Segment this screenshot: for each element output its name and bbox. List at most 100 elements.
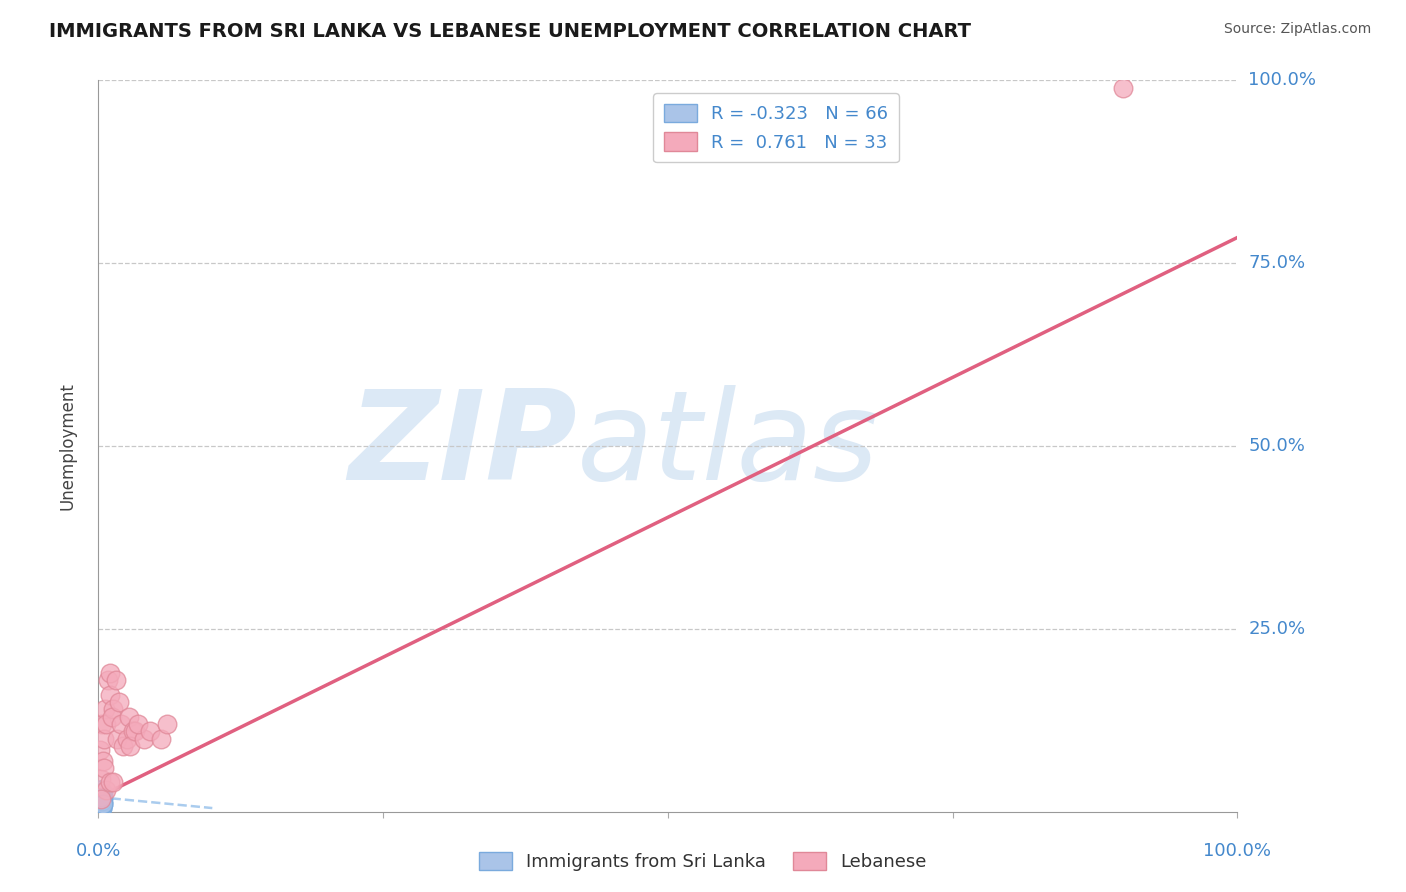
Point	[150, 731, 173, 746]
Legend: R = -0.323   N = 66, R =  0.761   N = 33: R = -0.323 N = 66, R = 0.761 N = 33	[654, 93, 898, 162]
Point	[90, 790, 112, 805]
Text: 100.0%: 100.0%	[1204, 842, 1271, 860]
Point	[89, 797, 111, 812]
Point	[96, 782, 118, 797]
Text: IMMIGRANTS FROM SRI LANKA VS LEBANESE UNEMPLOYMENT CORRELATION CHART: IMMIGRANTS FROM SRI LANKA VS LEBANESE UN…	[49, 22, 972, 41]
Point	[90, 790, 112, 805]
Point	[90, 790, 112, 805]
Point	[121, 724, 143, 739]
Point	[91, 790, 114, 805]
Point	[89, 794, 111, 808]
Point	[101, 709, 124, 723]
Point	[90, 790, 112, 805]
Point	[138, 724, 160, 739]
Point	[90, 794, 112, 808]
Point	[90, 790, 112, 805]
Point	[90, 797, 112, 812]
Point	[127, 717, 149, 731]
Point	[90, 794, 112, 808]
Point	[90, 794, 112, 808]
Point	[90, 787, 112, 801]
Point	[98, 775, 121, 789]
Text: 100.0%: 100.0%	[1249, 71, 1316, 89]
Point	[90, 787, 112, 801]
Point	[90, 794, 112, 808]
Point	[89, 801, 111, 815]
Point	[89, 790, 111, 805]
Legend: Immigrants from Sri Lanka, Lebanese: Immigrants from Sri Lanka, Lebanese	[472, 845, 934, 879]
Point	[91, 754, 114, 768]
Point	[91, 794, 114, 808]
Point	[118, 709, 141, 723]
Point	[89, 790, 111, 805]
Y-axis label: Unemployment: Unemployment	[59, 382, 77, 510]
Point	[90, 790, 112, 805]
Point	[90, 794, 112, 808]
Point	[90, 791, 112, 805]
Text: 25.0%: 25.0%	[1249, 620, 1306, 638]
Text: 0.0%: 0.0%	[76, 842, 121, 860]
Point	[91, 787, 114, 801]
Point	[90, 790, 112, 805]
Point	[90, 794, 112, 808]
Point	[90, 797, 112, 812]
Point	[89, 801, 111, 815]
Point	[90, 797, 112, 812]
Point	[90, 797, 112, 812]
Text: Source: ZipAtlas.com: Source: ZipAtlas.com	[1223, 22, 1371, 37]
Point	[89, 787, 111, 801]
Point	[90, 717, 112, 731]
Point	[90, 794, 112, 808]
Point	[90, 794, 112, 808]
Point	[156, 717, 179, 731]
Point	[89, 787, 111, 801]
Point	[104, 673, 127, 687]
Point	[91, 797, 114, 812]
Point	[90, 790, 112, 805]
Point	[90, 797, 112, 812]
Point	[89, 787, 111, 801]
Text: atlas: atlas	[576, 385, 879, 507]
Point	[108, 695, 131, 709]
Point	[90, 797, 112, 812]
Point	[90, 794, 112, 808]
Point	[93, 731, 115, 746]
Point	[89, 787, 111, 801]
Point	[90, 797, 112, 812]
Point	[89, 782, 111, 797]
Point	[89, 787, 111, 801]
Text: ZIP: ZIP	[349, 385, 576, 507]
Point	[90, 794, 112, 808]
Point	[90, 797, 112, 812]
Point	[90, 801, 112, 815]
Point	[89, 794, 111, 808]
Point	[89, 742, 111, 756]
Point	[115, 731, 138, 746]
Point	[124, 724, 146, 739]
Point	[96, 673, 118, 687]
Point	[90, 794, 112, 808]
Point	[110, 717, 132, 731]
Point	[90, 797, 112, 812]
Point	[89, 794, 111, 808]
Point	[89, 797, 111, 812]
Point	[96, 717, 118, 731]
Point	[89, 790, 111, 805]
Text: 75.0%: 75.0%	[1249, 254, 1306, 272]
Point	[90, 790, 112, 805]
Point	[112, 739, 135, 753]
Point	[89, 787, 111, 801]
Point	[93, 761, 115, 775]
Point	[94, 702, 117, 716]
Point	[90, 790, 112, 805]
Text: 50.0%: 50.0%	[1249, 437, 1305, 455]
Point	[98, 665, 121, 680]
Point	[91, 797, 114, 812]
Point	[90, 794, 112, 808]
Point	[132, 731, 155, 746]
Point	[89, 797, 111, 812]
Point	[120, 739, 142, 753]
Point	[89, 782, 111, 797]
Point	[90, 801, 112, 815]
Point	[90, 794, 112, 808]
